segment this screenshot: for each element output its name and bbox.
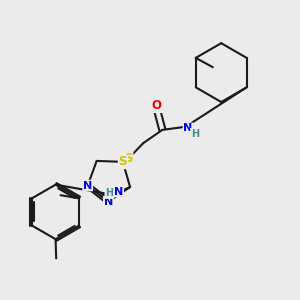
Text: H: H <box>105 188 113 198</box>
Text: S: S <box>118 155 127 168</box>
Text: N: N <box>114 187 123 197</box>
Text: N: N <box>184 123 193 133</box>
Text: N: N <box>83 181 92 190</box>
Text: S: S <box>124 152 133 165</box>
Text: O: O <box>152 99 162 112</box>
Text: N: N <box>104 197 113 207</box>
Text: H: H <box>191 129 199 139</box>
